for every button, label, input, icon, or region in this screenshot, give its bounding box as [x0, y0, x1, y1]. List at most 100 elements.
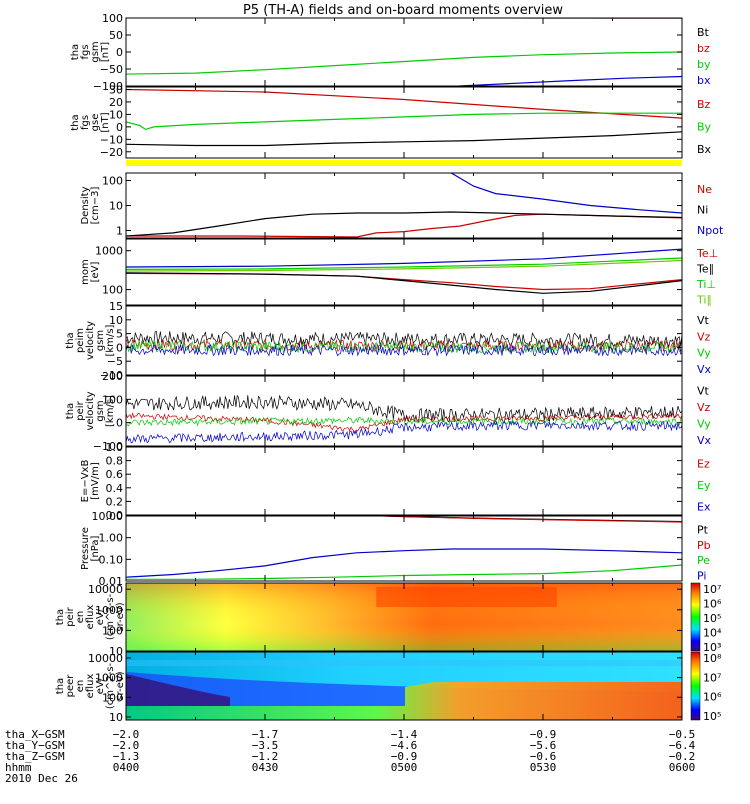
- y-tick-label: −50: [100, 63, 123, 76]
- panel-frame: [125, 305, 683, 376]
- y-axis-label: fgs: [80, 44, 91, 59]
- legend-bz: bz: [697, 42, 710, 55]
- colorbar: [690, 582, 701, 652]
- y-tick-label: −10: [100, 133, 123, 146]
- series-Te⊥: [126, 272, 682, 291]
- y-axis-label: [eV]: [90, 262, 101, 283]
- y-axis-label: sr-eV): [115, 602, 126, 631]
- y-axis-label: fgs: [80, 115, 91, 130]
- y-axis-label: gse: [90, 114, 101, 132]
- series-Ni: [126, 211, 682, 237]
- footer-value: 0600: [669, 761, 696, 774]
- series-Vt: [126, 394, 682, 424]
- y-axis-label: peir: [75, 400, 86, 420]
- footer-value: −1.4: [391, 728, 418, 741]
- series-Vx: [126, 420, 682, 444]
- y-axis-label: gsm: [95, 330, 106, 351]
- y-axis-label: tha: [55, 678, 66, 694]
- colorbar-label: 10⁶: [703, 598, 722, 611]
- series-By: [126, 112, 682, 131]
- footer-value: 0400: [113, 761, 140, 774]
- legend-By: By: [697, 121, 712, 134]
- legend-Ez: Ez: [697, 458, 710, 471]
- series-bx: [459, 75, 682, 86]
- legend-Vz: Vz: [697, 401, 711, 414]
- footer-value: −0.2: [669, 750, 696, 763]
- y-axis-label: en: [75, 680, 86, 693]
- footer-row-label: tha_X−GSM: [5, 728, 65, 741]
- legend-Vt: Vt: [697, 314, 710, 327]
- panel-frame: [125, 446, 683, 516]
- colorbar-label: 10⁴: [703, 627, 722, 640]
- footer-value: −3.5: [252, 739, 279, 752]
- y-tick-label: 100: [102, 175, 123, 188]
- panel-efield: Ez Ey Ex 1.00.80.60.40.20.0 E=−VxB [mV/m]: [80, 441, 711, 522]
- y-axis-label: [mV/m]: [90, 462, 101, 500]
- footer-value: −0.6: [530, 750, 557, 763]
- legend-Ey: Ey: [697, 479, 711, 492]
- heatmap-feature: [126, 674, 230, 710]
- legend-Ti∥: Ti∥: [696, 293, 712, 306]
- legend-Pt: Pt: [697, 524, 709, 537]
- colorbar: [690, 651, 701, 721]
- y-axis-label: (cm^2-s-: [105, 662, 116, 709]
- legend-Ti⊥: Ti⊥: [696, 278, 716, 291]
- series-Ti⊥: [126, 257, 682, 270]
- y-tick-label: 20: [109, 96, 123, 109]
- panel-peer_eflux: 10⁸ 10⁷ 10⁶ 10⁵ 10000 1000 100 10 tha peer en eflux…: [55, 651, 722, 724]
- series-Vz: [126, 338, 682, 353]
- series-Pi: [126, 548, 682, 578]
- series-Ti∥: [126, 259, 682, 272]
- series-Tblue: [126, 248, 682, 268]
- y-tick-label: 1000: [95, 245, 123, 258]
- y-tick-label: 50: [109, 29, 123, 42]
- y-tick-label: 100: [102, 691, 123, 704]
- footer-value: −0.9: [391, 750, 418, 763]
- y-axis-label: gsm: [90, 41, 101, 62]
- panel-frame: [125, 17, 683, 87]
- legend-Vy: Vy: [697, 347, 711, 360]
- y-axis-label: [nPa]: [90, 535, 101, 561]
- legend-Bt: Bt: [697, 26, 710, 39]
- legend-Pe: Pe: [697, 554, 710, 567]
- y-tick-label: 0: [116, 121, 123, 134]
- y-axis-label: tha: [55, 609, 66, 625]
- panel-density: Ne Ni Npot 100 10 1 Density [cm−3]: [80, 172, 724, 239]
- footer-value: −1.7: [252, 728, 279, 741]
- footer-value: −4.6: [391, 739, 418, 752]
- y-axis-label: peim: [75, 328, 86, 353]
- y-tick-label: 100: [102, 624, 123, 637]
- colorbar-label: 10⁷: [703, 671, 721, 684]
- y-tick-label: −20: [100, 146, 123, 159]
- legend-Pb: Pb: [697, 539, 711, 552]
- y-tick-label: −5: [107, 355, 123, 368]
- y-tick-label: −10: [100, 369, 123, 382]
- colorbar-label: 10⁵: [703, 710, 721, 723]
- series-Bx: [126, 131, 682, 147]
- y-axis-label: tha: [65, 403, 76, 419]
- y-axis-label: [km/s]: [105, 395, 116, 427]
- y-axis-label: tha: [70, 44, 81, 60]
- y-axis-label: tha: [70, 114, 81, 130]
- mode-bar: [126, 160, 682, 166]
- orbit-footer: tha_X−GSM −2.0 −1.7 −1.4 −0.9 −0.5 tha_Y−GSM −2…: [5, 728, 696, 785]
- y-axis-label: tha: [65, 332, 76, 348]
- legend-Bz: Bz: [697, 98, 711, 111]
- heatmap-feature: [126, 660, 682, 666]
- y-tick-label: 1.0: [106, 441, 124, 454]
- y-tick-label: −100: [93, 80, 123, 93]
- y-tick-label: 0: [116, 46, 123, 59]
- y-tick-label: 0.2: [106, 495, 124, 508]
- legend-Te⊥: Te⊥: [696, 247, 718, 260]
- legend-Ne: Ne: [697, 183, 712, 196]
- footer-row-label: tha_Z−GSM: [5, 750, 65, 763]
- y-axis-label: velocity: [85, 321, 96, 360]
- y-axis-label: [nT]: [100, 42, 111, 62]
- colorbar-label: 10⁶: [703, 691, 722, 704]
- y-tick-label: 0.01: [99, 575, 124, 588]
- y-tick-label: 0.10: [99, 553, 124, 566]
